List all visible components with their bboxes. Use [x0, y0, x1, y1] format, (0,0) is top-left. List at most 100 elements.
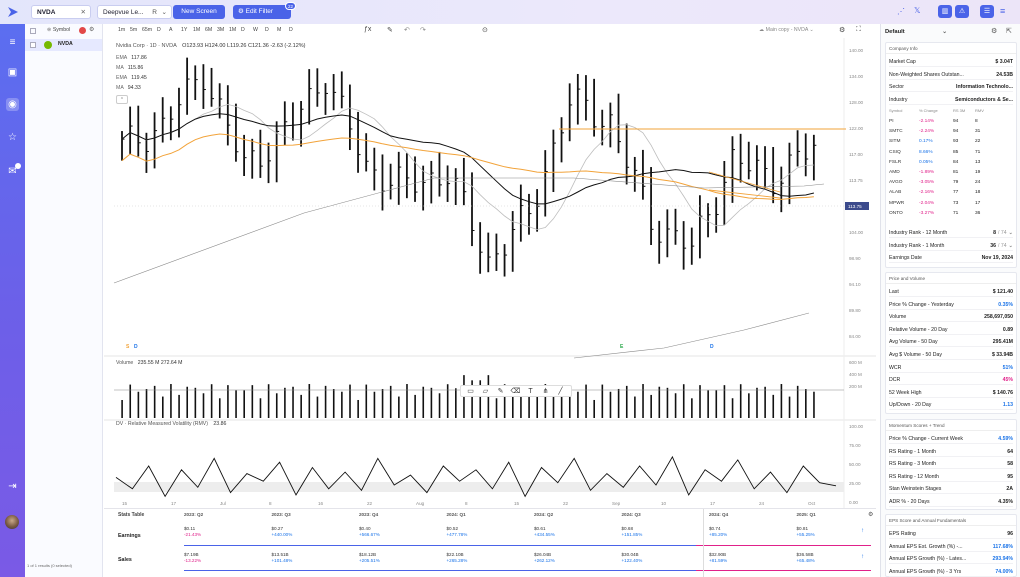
event-marker[interactable]: S — [126, 344, 130, 350]
list-icon[interactable]: ☰ — [980, 5, 994, 18]
info-value: 74.00% — [995, 568, 1013, 575]
volume-bar — [202, 393, 205, 418]
symbol-column-header[interactable]: ⊜ Symbol — [47, 27, 70, 33]
peer-row[interactable]: SITM 0.17% 93 22 — [889, 137, 1015, 147]
panel-settings-icon[interactable]: ⚙ — [991, 28, 998, 35]
info-value: $ 121.40 — [992, 289, 1013, 295]
peer-row[interactable]: ONTO -3.27% 71 36 — [889, 209, 1015, 219]
info-key: DCR — [889, 377, 901, 384]
price-tick: 117.00 — [849, 152, 863, 157]
left-navigation: ≡ ▣ ◉ ☆ ✉ ⇥ — [0, 24, 25, 577]
event-marker[interactable]: D — [710, 344, 714, 350]
timeframe-button[interactable]: 65m — [142, 27, 153, 33]
chart-area[interactable]: 1m 5m 65m D A 1Y 1M 6M 3M 1M D W D M D ƒx ✎ ↶ ↷ ⊙ ☁ Ma… — [104, 24, 876, 577]
layout-select[interactable]: ☁ Main copy - NVDA ⌄ — [759, 27, 814, 33]
select-all-checkbox[interactable] — [30, 28, 36, 34]
pitchfork-icon[interactable]: ⋔ — [542, 388, 549, 395]
fullscreen-icon[interactable]: ⛶ — [856, 26, 861, 33]
quarter-header: 2024: Q2 — [534, 512, 554, 517]
volume-bar — [316, 396, 319, 418]
collapse-legend-button[interactable]: ⌃ — [116, 95, 128, 104]
peer-row[interactable]: PI -2.14% 94 8 — [889, 117, 1015, 127]
eps-section: EPS Score and Annual Fundamentals EPS Ra… — [885, 514, 1017, 577]
timeframe-button[interactable]: 1M — [229, 27, 237, 33]
menu-icon[interactable]: ≡ — [1000, 6, 1006, 16]
price-tick: 98.90 — [849, 256, 861, 261]
timeframe-button[interactable]: 3M — [217, 27, 225, 33]
clear-icon[interactable]: ✕ — [80, 9, 86, 16]
timeframe-button[interactable]: D — [157, 27, 161, 33]
favorites-icon[interactable]: ☆ — [8, 132, 17, 143]
new-screen-button[interactable]: New Screen — [173, 5, 225, 19]
timeframe-button[interactable]: 1M — [193, 27, 201, 33]
stats-settings-icon[interactable]: ⚙ — [868, 512, 874, 518]
export-icon[interactable]: ⇥ — [8, 481, 17, 492]
timeframe-button[interactable]: D — [289, 27, 293, 33]
chart-settings-icon[interactable]: ⚙ — [839, 27, 846, 34]
row-checkbox[interactable] — [30, 42, 36, 48]
panel-expand-icon[interactable]: ⇱ — [1006, 28, 1012, 35]
peer-row[interactable]: MPWR -2.04% 73 17 — [889, 199, 1015, 209]
comment-icon[interactable]: ▱ — [482, 388, 489, 395]
date-tick: Jul — [220, 501, 226, 506]
panel-tab-select[interactable]: Default ⌄ — [885, 27, 947, 38]
info-key: ADR % - 20 Days — [889, 499, 930, 505]
ma-label: EMA — [116, 55, 128, 61]
timeframe-button[interactable]: M — [277, 27, 282, 33]
peer-row[interactable]: CSIQ 8.66% 85 71 — [889, 148, 1015, 158]
sales-growth: +205.51% — [359, 558, 380, 563]
text-icon[interactable]: T — [528, 388, 533, 395]
peer-row[interactable]: FSLR 0.05% 84 13 — [889, 158, 1015, 168]
list-settings-icon[interactable]: ⚙ — [89, 27, 95, 33]
peer-row[interactable]: SMTC -2.24% 94 31 — [889, 127, 1015, 137]
event-marker[interactable]: E — [620, 344, 624, 350]
alert-icon[interactable]: ⚠ — [955, 5, 969, 18]
legend-ohlc: O123.93 H124.00 L119.26 C121.36 -2.63 (-… — [182, 43, 306, 49]
app-logo[interactable] — [7, 6, 19, 18]
volume-bar — [398, 396, 400, 418]
timeframe-button[interactable]: 1Y — [181, 27, 188, 33]
camera-icon[interactable]: ⊙ — [482, 27, 488, 34]
undo-icon[interactable]: ↶ — [404, 27, 410, 34]
watchlist-select[interactable]: Deepvue Le... R ⌄ — [97, 5, 172, 19]
timeframe-button[interactable]: W — [253, 27, 258, 33]
list-item[interactable]: NVDA — [25, 39, 102, 51]
volume-bar — [438, 393, 441, 418]
trendline-icon[interactable]: ╱ — [558, 388, 563, 395]
peer-row[interactable]: AMD -1.89% 81 19 — [889, 168, 1015, 178]
eraser-icon[interactable]: ⌫ — [510, 388, 521, 395]
rectangle-icon[interactable]: ▭ — [467, 388, 474, 395]
info-value: 0.35% — [998, 301, 1013, 308]
indicators-icon[interactable]: ƒx — [364, 26, 372, 33]
timeframe-button[interactable]: 5m — [130, 27, 138, 33]
rmv-band — [114, 482, 844, 492]
ma-legend-list: EMA 117.86 MA 115.86 EMA 119.45 MA 94.33 — [116, 53, 147, 93]
redo-icon[interactable]: ↷ — [420, 27, 426, 34]
timeframe-button[interactable]: D — [241, 27, 245, 33]
sales-value: $30.04B — [621, 552, 639, 557]
user-avatar[interactable] — [5, 515, 19, 529]
x-icon[interactable]: 𝕏 — [914, 6, 921, 15]
share-icon[interactable]: ⋰ — [897, 7, 905, 16]
timeframe-button[interactable]: 6M — [205, 27, 213, 33]
timeframe-button[interactable]: D — [265, 27, 269, 33]
screener-icon[interactable]: ▣ — [7, 67, 18, 78]
peer-row[interactable]: ALAB -2.16% 77 18 — [889, 188, 1015, 198]
brush-icon[interactable]: ✎ — [497, 388, 504, 395]
timeframe-button[interactable]: A — [169, 27, 173, 33]
peer-row[interactable]: AVGO -3.05% 79 24 — [889, 178, 1015, 188]
event-marker[interactable]: D — [134, 344, 138, 350]
momentum-section: Momentum Scores + Trend Price % Change -… — [885, 419, 1017, 510]
pencil-icon[interactable]: ✎ — [387, 27, 393, 34]
symbol-search-input[interactable]: NVDA ✕ — [31, 5, 91, 19]
charts-icon[interactable]: ◉ — [6, 98, 19, 111]
alerts-icon[interactable]: ✉ — [8, 166, 17, 177]
rank-value: 8 — [993, 230, 996, 236]
timeframe-button[interactable]: 1m — [118, 27, 126, 33]
hamburger-icon[interactable]: ≡ — [9, 37, 16, 48]
info-key: Avg $ Volume - 50 Day — [889, 352, 942, 358]
layout-icon[interactable]: ▥ — [938, 5, 952, 18]
edit-filter-button[interactable]: ⚙ Edit Filter — [233, 5, 291, 19]
price-chart[interactable]: 140.00134.00128.00122.00117.00113.75109.… — [104, 38, 876, 508]
info-row: Avg Volume - 50 Day 295.41M — [889, 337, 1013, 348]
